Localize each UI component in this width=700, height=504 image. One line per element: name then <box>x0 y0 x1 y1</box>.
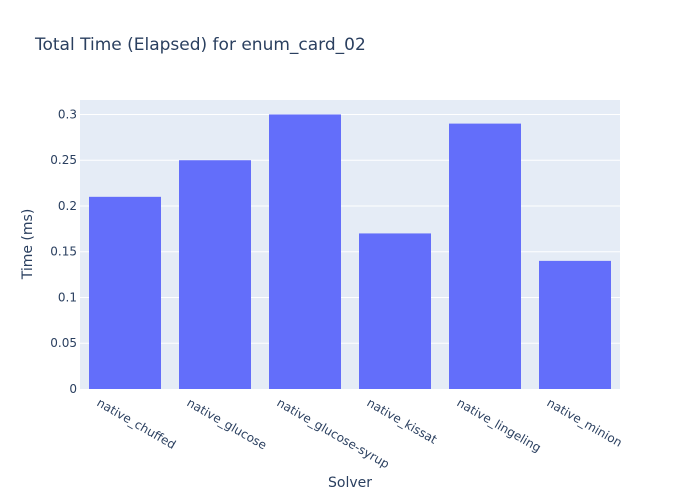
gridlines <box>80 113 620 344</box>
bar-native_glucose-syrup[interactable] <box>269 114 341 389</box>
bar-native_chuffed[interactable] <box>89 196 161 389</box>
x-tick-label: native_chuffed <box>95 395 179 451</box>
y-tick-label: 0.3 <box>58 107 77 121</box>
x-tick-label: native_minion <box>545 395 625 449</box>
y-tick-label: 0.2 <box>58 199 77 213</box>
y-axis-title: Time (ms) <box>20 209 36 281</box>
x-tick-label: native_glucose <box>185 395 270 452</box>
y-tick-label: 0.15 <box>50 245 77 259</box>
x-axis-ticks: native_chuffed native_glucose native_gluco… <box>95 395 625 471</box>
x-axis-title: Solver <box>328 475 372 491</box>
chart-title: Total Time (Elapsed) for enum_card_02 <box>34 35 366 55</box>
y-tick-label: 0 <box>69 382 77 396</box>
bar-native_minion[interactable] <box>539 260 611 389</box>
bar-native_lingeling[interactable] <box>449 123 521 390</box>
x-tick-label: native_kissat <box>365 395 440 446</box>
y-tick-label: 0.1 <box>58 290 77 304</box>
y-tick-label: 0.05 <box>50 336 77 350</box>
y-tick-label: 0.25 <box>50 153 77 167</box>
bars <box>89 114 611 390</box>
x-tick-label: native_lingeling <box>455 395 544 454</box>
plot-area <box>80 100 620 389</box>
bar-native_kissat[interactable] <box>359 233 431 389</box>
bar-native_glucose[interactable] <box>179 160 251 389</box>
y-axis-ticks: 0 0.05 0.1 0.15 0.2 0.25 0.3 <box>50 107 77 396</box>
